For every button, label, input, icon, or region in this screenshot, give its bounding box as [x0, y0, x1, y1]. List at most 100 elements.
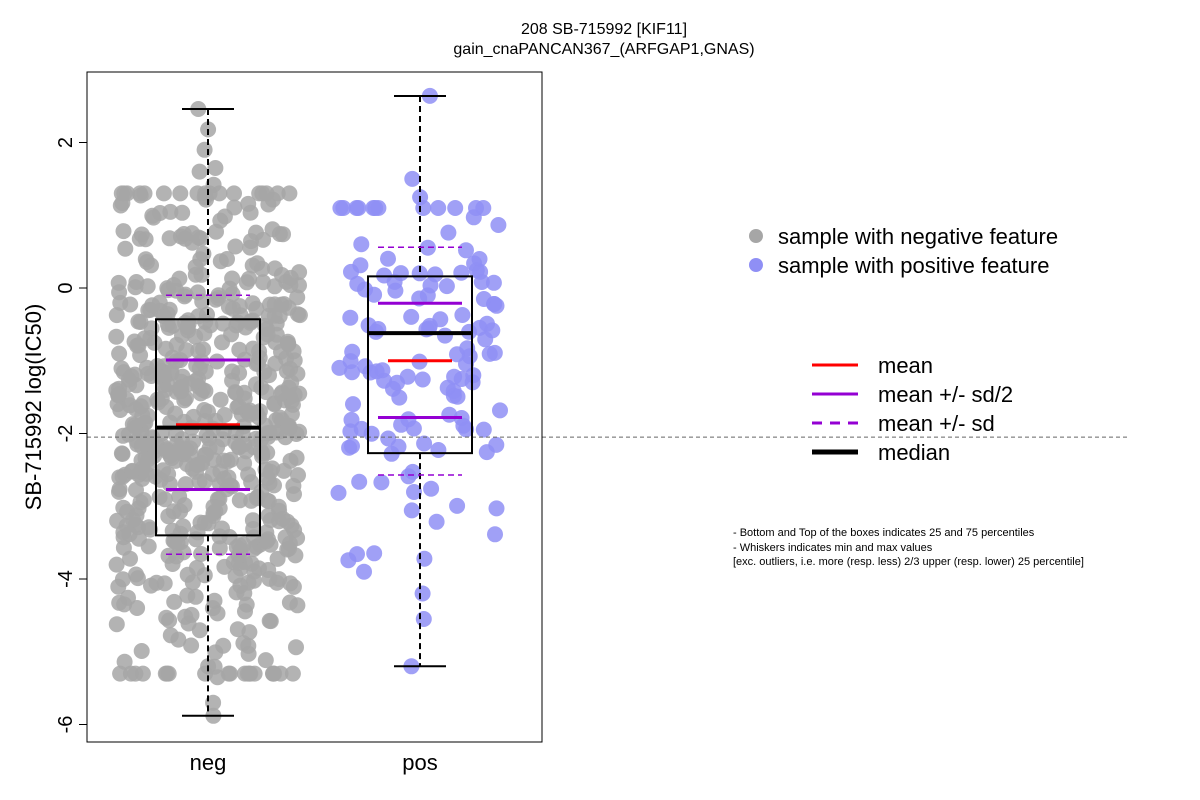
- neg-point: [123, 368, 140, 385]
- neg-point: [205, 498, 222, 515]
- neg-point: [121, 526, 138, 543]
- pos-point: [453, 264, 470, 281]
- neg-point: [137, 251, 154, 268]
- neg-point: [130, 313, 147, 330]
- chart-title: 208 SB-715992 [KIF11]: [521, 21, 687, 38]
- pos-point: [362, 364, 379, 381]
- box-elements: [155, 94, 473, 717]
- neg-point: [243, 233, 259, 250]
- neg-point: [122, 550, 138, 567]
- pos-point: [488, 436, 505, 453]
- neg-point: [124, 462, 141, 479]
- pos-point: [330, 484, 347, 501]
- data-points: [108, 87, 508, 724]
- neg-point: [254, 260, 271, 277]
- neg-point: [226, 199, 243, 216]
- neg-point: [229, 621, 246, 638]
- pos-point: [438, 278, 455, 295]
- legend-point-label: sample with negative feature: [778, 224, 1058, 249]
- neg-point: [142, 330, 159, 346]
- neg-point: [136, 185, 153, 202]
- neg-point: [246, 563, 263, 580]
- pos-point: [345, 396, 361, 413]
- neg-point: [271, 409, 288, 426]
- neg-point: [194, 293, 211, 310]
- neg-point: [244, 512, 261, 529]
- neg-point: [257, 652, 274, 669]
- pos-box: [367, 275, 473, 455]
- neg-point: [241, 406, 258, 423]
- neg-point: [266, 260, 283, 277]
- neg-point: [115, 223, 132, 240]
- neg-point: [122, 296, 139, 313]
- neg-point: [224, 372, 241, 389]
- neg-point: [126, 417, 143, 434]
- pos-point: [484, 322, 501, 339]
- neg-point: [225, 300, 242, 317]
- neg-point: [238, 443, 255, 460]
- neg-point: [160, 508, 177, 525]
- pos-point: [416, 550, 433, 567]
- neg-point: [190, 308, 207, 325]
- neg-point: [209, 669, 226, 686]
- neg-point: [155, 185, 172, 202]
- pos-point: [380, 430, 397, 447]
- y-axis: -6 -4 -2 0 2: [55, 137, 87, 733]
- neg-point: [216, 558, 233, 575]
- pos-point: [342, 309, 359, 326]
- x-axis: neg pos: [190, 750, 438, 775]
- neg-point: [191, 622, 208, 639]
- neg-point: [129, 436, 146, 453]
- neg-point: [184, 574, 201, 591]
- neg-point: [132, 494, 149, 511]
- neg-point: [269, 185, 286, 202]
- neg-point: [268, 326, 285, 343]
- pos-point: [403, 308, 420, 325]
- neg-point: [140, 519, 157, 536]
- neg-point: [171, 380, 188, 397]
- pos-point: [430, 200, 447, 216]
- pos-point: [363, 425, 380, 442]
- pos-point: [389, 374, 405, 391]
- neg-point: [183, 637, 200, 654]
- neg-point: [191, 473, 208, 490]
- neg-point: [227, 434, 244, 451]
- neg-point: [260, 531, 276, 548]
- neg-point: [250, 355, 267, 372]
- pos-point: [332, 200, 349, 216]
- neg-point: [230, 398, 247, 415]
- neg-point: [261, 296, 278, 313]
- pos-point: [428, 513, 445, 530]
- neg-point: [179, 587, 196, 604]
- neg-point: [111, 469, 128, 486]
- y-tick-label: 2: [55, 137, 77, 148]
- pos-point: [343, 411, 360, 428]
- neg-point: [126, 333, 143, 350]
- neg-point: [163, 450, 180, 467]
- pos-point: [342, 423, 359, 440]
- pos-point: [449, 497, 466, 514]
- neg-point: [139, 278, 156, 295]
- pos-point: [352, 257, 369, 274]
- neg-point: [237, 603, 253, 620]
- neg-point: [111, 481, 128, 498]
- neg-point: [129, 600, 146, 616]
- pos-point: [351, 473, 368, 490]
- neg-point: [156, 575, 173, 592]
- neg-point: [255, 274, 272, 291]
- pos-point: [380, 250, 396, 267]
- pos-point: [485, 274, 502, 291]
- neg-point: [231, 341, 248, 358]
- neg-point: [240, 645, 257, 662]
- neg-point: [164, 522, 181, 539]
- neg-point: [160, 547, 177, 564]
- legend-point-marker: [749, 229, 763, 243]
- neg-point: [111, 284, 128, 301]
- neg-point: [204, 466, 221, 483]
- pos-point: [445, 387, 462, 404]
- legend: sample with negative feature sample with …: [749, 224, 1058, 465]
- neg-point: [172, 228, 189, 245]
- neg-point: [195, 341, 212, 358]
- neg-point: [193, 266, 210, 283]
- neg-point: [202, 317, 219, 334]
